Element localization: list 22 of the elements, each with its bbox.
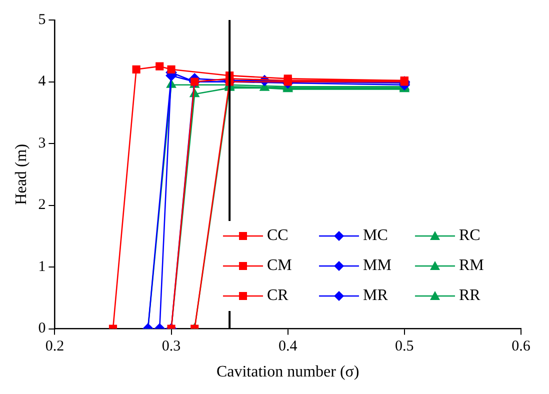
x-axis-title: Cavitation number (σ) — [216, 364, 360, 381]
legend-label: CM — [267, 257, 292, 275]
x-tick-label: 0.3 — [162, 338, 181, 355]
legend-label: CC — [267, 227, 288, 245]
legend-label: MM — [363, 257, 392, 275]
legend-label: MC — [363, 227, 388, 245]
legend-label: RC — [459, 227, 480, 245]
legend-label: RR — [459, 287, 480, 305]
y-tick-label: 0 — [38, 320, 46, 337]
y-tick-label: 3 — [38, 135, 46, 152]
x-tick-label: 0.5 — [395, 338, 414, 355]
x-tick-label: 0.4 — [278, 338, 298, 355]
y-tick-label: 1 — [38, 258, 46, 275]
y-tick-label: 5 — [38, 12, 46, 28]
y-axis-title: Head (m) — [12, 144, 30, 205]
x-tick-label: 0.6 — [512, 338, 531, 355]
y-tick-label: 2 — [38, 197, 46, 214]
x-tick-label: 0.2 — [45, 338, 64, 355]
y-tick-label: 4 — [38, 74, 46, 90]
legend-label: MR — [363, 287, 388, 305]
legend-label: RM — [459, 257, 484, 275]
legend-label: CR — [267, 287, 288, 305]
